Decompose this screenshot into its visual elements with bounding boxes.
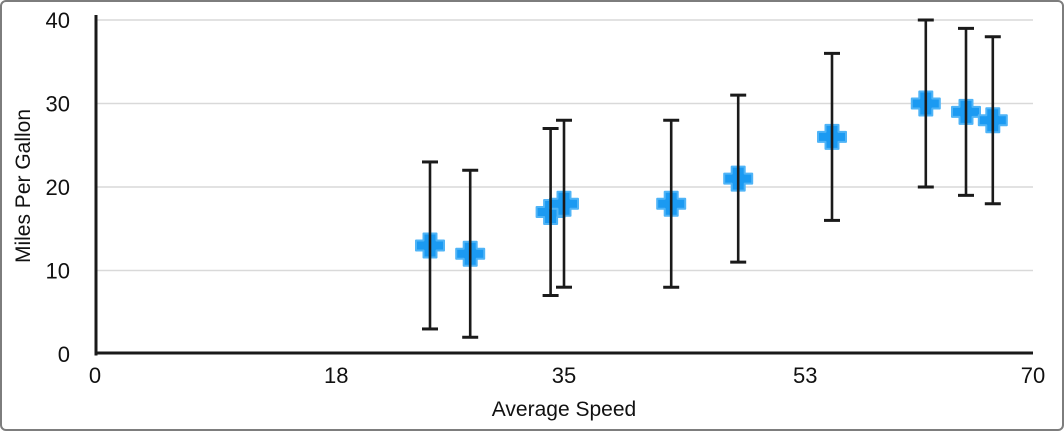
y-tick-label: 0 (58, 342, 70, 367)
x-axis-title: Average Speed (491, 398, 637, 421)
x-tick-label: 18 (324, 363, 348, 388)
y-axis-title: Miles Per Gallon (12, 108, 35, 264)
x-tick-label: 0 (89, 363, 101, 388)
y-tick-label: 20 (46, 175, 70, 200)
y-tick-label: 10 (46, 258, 70, 283)
x-tick-label: 35 (552, 363, 576, 388)
y-tick-label: 30 (46, 91, 70, 116)
x-tick-label: 70 (1021, 363, 1045, 388)
x-tick-label: 53 (793, 363, 817, 388)
y-tick-label: 40 (46, 8, 70, 33)
